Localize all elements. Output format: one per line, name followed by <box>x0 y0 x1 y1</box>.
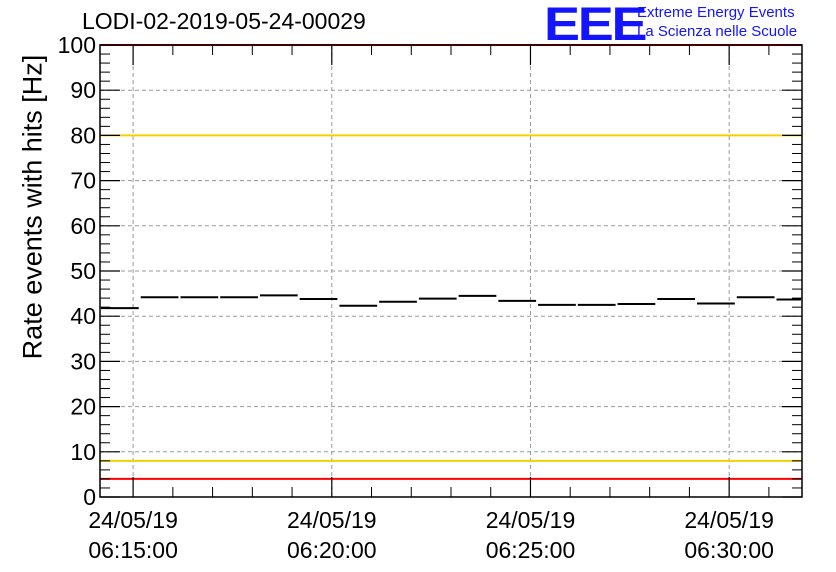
logo-caption-line2: La Scienza nelle Scuole <box>637 23 798 40</box>
x-tick-label-time: 06:20:00 <box>287 537 377 563</box>
y-tick-label: 70 <box>70 168 96 194</box>
y-tick-label: 90 <box>70 77 96 103</box>
grid-lines <box>100 45 802 497</box>
y-tick-label: 0 <box>83 484 96 510</box>
reference-lines <box>100 44 802 480</box>
y-tick-label: 10 <box>70 439 96 465</box>
y-tick-label: 80 <box>70 122 96 148</box>
eee-logo: EEE <box>544 0 648 50</box>
x-tick-label-time: 06:30:00 <box>684 537 774 563</box>
y-tick-label: 60 <box>70 213 96 239</box>
y-tick-label: 50 <box>70 258 96 284</box>
y-axis-label: Rate events with hits [Hz] <box>17 54 48 360</box>
y-tick-label: 20 <box>70 394 96 420</box>
x-tick-label-date: 24/05/19 <box>486 507 576 533</box>
chart-title: LODI-02-2019-05-24-00029 <box>82 8 366 34</box>
data-series <box>101 294 801 310</box>
plot-frame <box>99 44 803 498</box>
tick-labels: 0 10 20 30 40 50 60 70 80 90 100 24/05/19 06:15:00 24… <box>58 32 774 563</box>
logo-caption-line1: Extreme Energy Events <box>637 4 795 21</box>
x-tick-label-time: 06:15:00 <box>88 537 178 563</box>
x-tick-label-date: 24/05/19 <box>287 507 377 533</box>
x-tick-label-date: 24/05/19 <box>88 507 178 533</box>
x-tick-label-date: 24/05/19 <box>684 507 774 533</box>
logo-caption: Extreme Energy Events La Scienza nelle S… <box>637 3 797 41</box>
y-tick-label: 100 <box>58 32 96 58</box>
x-tick-label-time: 06:25:00 <box>486 537 576 563</box>
y-tick-label: 40 <box>70 303 96 329</box>
y-tick-label: 30 <box>70 348 96 374</box>
